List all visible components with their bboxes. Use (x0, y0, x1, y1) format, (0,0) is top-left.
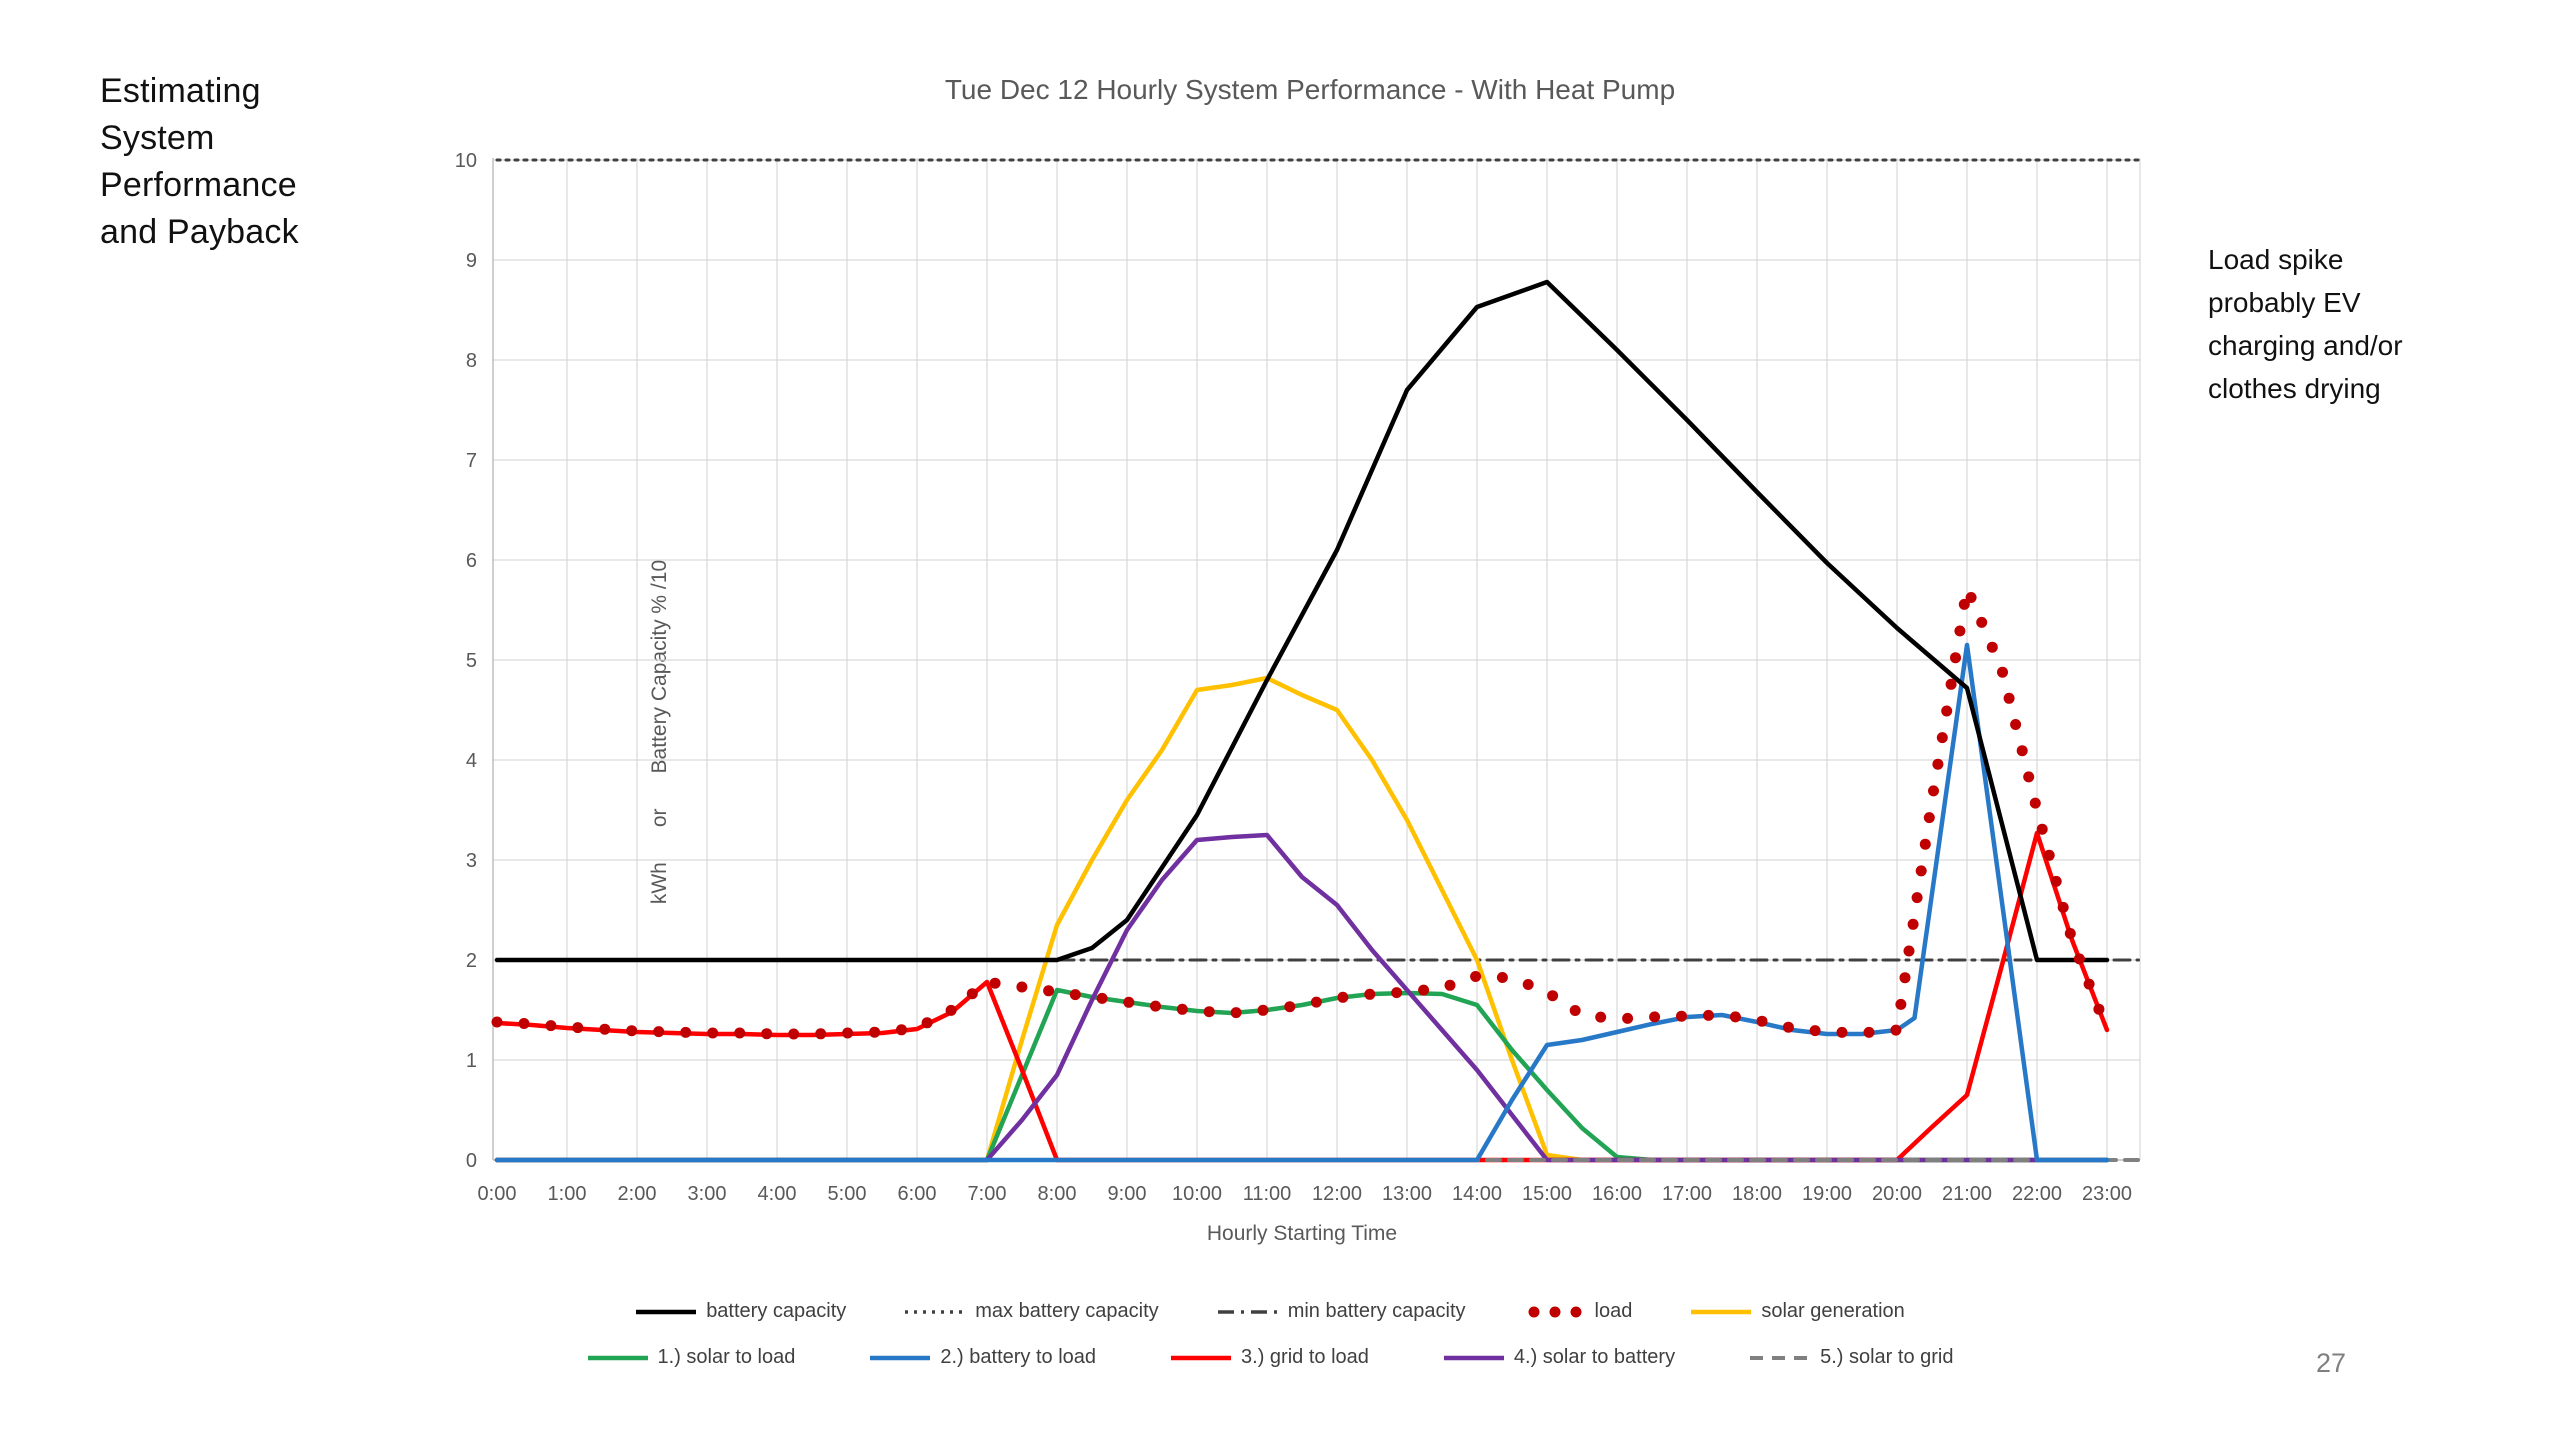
y-tick-labels: 0 1 2 3 4 5 6 7 8 9 10 (455, 150, 477, 1172)
legend-item-2-battery-to-load: 2.) battery to load (869, 1346, 1096, 1369)
slide-title: Estimating System Performance and Paybac… (100, 68, 360, 256)
annotation-line: clothes drying (2208, 373, 2381, 404)
annotation-line: charging and/or (2208, 330, 2403, 361)
x-tick-label: 10:00 (1172, 1183, 1222, 1205)
x-tick-label: 0:00 (478, 1183, 517, 1205)
x-tick-label: 5:00 (828, 1183, 867, 1205)
legend-label: battery capacity (706, 1300, 847, 1322)
slide-title-line: Estimating (100, 72, 261, 110)
legend-row: battery capacity max battery capacity min … (470, 1300, 2070, 1323)
x-tick-label: 7:00 (968, 1183, 1007, 1205)
legend-swatch-battery-capacity (636, 1309, 697, 1314)
y-tick-label: 10 (455, 150, 477, 172)
series-4-solar-to-battery (494, 832, 2110, 1163)
legend-item-3-grid-to-load: 3.) grid to load (1170, 1346, 1369, 1369)
series-load (491, 592, 2105, 1040)
legend-label: 5.) solar to grid (1820, 1346, 1954, 1368)
y-tick-label: 6 (466, 550, 477, 572)
series-2-battery-to-load (494, 642, 2110, 1163)
legend-label: 2.) battery to load (940, 1346, 1097, 1368)
series-solar-generation (494, 675, 2110, 1163)
x-tick-label: 3:00 (688, 1183, 727, 1205)
x-tick-label: 17:00 (1662, 1183, 1712, 1205)
series-1-solar-to-load (494, 987, 2110, 1163)
legend-label: solar generation (1761, 1300, 1905, 1322)
y-tick-label: 7 (466, 450, 477, 472)
y-tick-label: 8 (466, 350, 477, 372)
legend-item-max-battery-capacity: max battery capacity (904, 1300, 1159, 1323)
x-tick-label: 9:00 (1108, 1183, 1147, 1205)
legend-swatch-2-battery-to-load (870, 1355, 931, 1360)
x-tick-label: 15:00 (1522, 1183, 1572, 1205)
legend-swatch-max-battery-capacity (905, 1309, 966, 1314)
legend-item-battery-capacity: battery capacity (635, 1300, 846, 1323)
x-tick-label: 16:00 (1592, 1183, 1642, 1205)
legend-label: load (1594, 1300, 1633, 1322)
legend-swatch-5-solar-to-grid (1750, 1355, 1811, 1360)
x-tick-label: 21:00 (1942, 1183, 1992, 1205)
legend-swatch-solar-generation (1691, 1309, 1752, 1314)
x-tick-label: 6:00 (898, 1183, 937, 1205)
series-battery-capacity (494, 279, 2110, 963)
y-tick-label: 5 (466, 650, 477, 672)
slide-title-line: Performance (100, 166, 297, 204)
x-tick-label: 22:00 (2012, 1183, 2062, 1205)
y-tick-label: 1 (466, 1050, 477, 1072)
legend-label: max battery capacity (975, 1300, 1159, 1322)
y-tick-label: 3 (466, 850, 477, 872)
legend-row: 1.) solar to load 2.) battery to load 3.) … (470, 1346, 2070, 1369)
chart-title: Tue Dec 12 Hourly System Performance - W… (944, 74, 1676, 105)
legend-swatch-min-battery-capacity (1217, 1309, 1278, 1314)
x-axis-title: Hourly Starting Time (1206, 1222, 1398, 1245)
x-tick-label: 13:00 (1382, 1183, 1432, 1205)
x-tick-label: 19:00 (1802, 1183, 1852, 1205)
legend-item-5-solar-to-grid: 5.) solar to grid (1749, 1346, 1953, 1369)
legend-swatch-1-solar-to-load (587, 1355, 648, 1360)
slide-title-line: and Payback (100, 213, 299, 251)
legend-swatch-4-solar-to-battery (1443, 1355, 1504, 1360)
annotation-line: probably EV (2208, 287, 2361, 318)
x-tick-label: 12:00 (1312, 1183, 1362, 1205)
x-tick-label: 23:00 (2082, 1183, 2132, 1205)
legend-item-load: load (1524, 1300, 1633, 1323)
slide-title-line: System (100, 119, 215, 157)
x-tick-label: 2:00 (618, 1183, 657, 1205)
x-tick-labels: 0:00 1:00 2:00 3:00 4:00 5:00 6:00 7:00 8:00 9:00… (478, 1183, 2133, 1205)
legend-item-solar-generation: solar generation (1690, 1300, 1905, 1323)
x-tick-label: 11:00 (1243, 1183, 1292, 1205)
legend-swatch-load (1528, 1306, 1582, 1317)
legend-label: 3.) grid to load (1241, 1346, 1369, 1368)
legend-label: 1.) solar to load (657, 1346, 796, 1368)
legend-label: min battery capacity (1287, 1300, 1466, 1322)
y-tick-label: 2 (466, 950, 477, 972)
legend-item-4-solar-to-battery: 4.) solar to battery (1443, 1346, 1675, 1369)
x-tick-label: 18:00 (1732, 1183, 1782, 1205)
page-number: 27 (2316, 1348, 2347, 1378)
x-tick-label: 8:00 (1038, 1183, 1077, 1205)
x-tick-label: 14:00 (1452, 1183, 1502, 1205)
gridlines (493, 158, 2141, 1160)
legend-label: 4.) solar to battery (1513, 1346, 1676, 1368)
legend-swatch-3-grid-to-load (1171, 1355, 1232, 1360)
annotation: Load spike probably EV charging and/or c… (2208, 238, 2548, 410)
legend-item-1-solar-to-load: 1.) solar to load (587, 1346, 796, 1369)
legend-item-min-battery-capacity: min battery capacity (1217, 1300, 1466, 1323)
annotation-line: Load spike (2208, 244, 2344, 275)
y-tick-label: 9 (466, 250, 477, 272)
y-tick-label: 0 (466, 1150, 477, 1172)
x-tick-label: 20:00 (1872, 1183, 1922, 1205)
x-tick-label: 4:00 (758, 1183, 797, 1205)
series-3-grid-to-load (494, 830, 2110, 1163)
x-tick-label: 1:00 (548, 1183, 587, 1205)
y-tick-label: 4 (466, 750, 477, 772)
